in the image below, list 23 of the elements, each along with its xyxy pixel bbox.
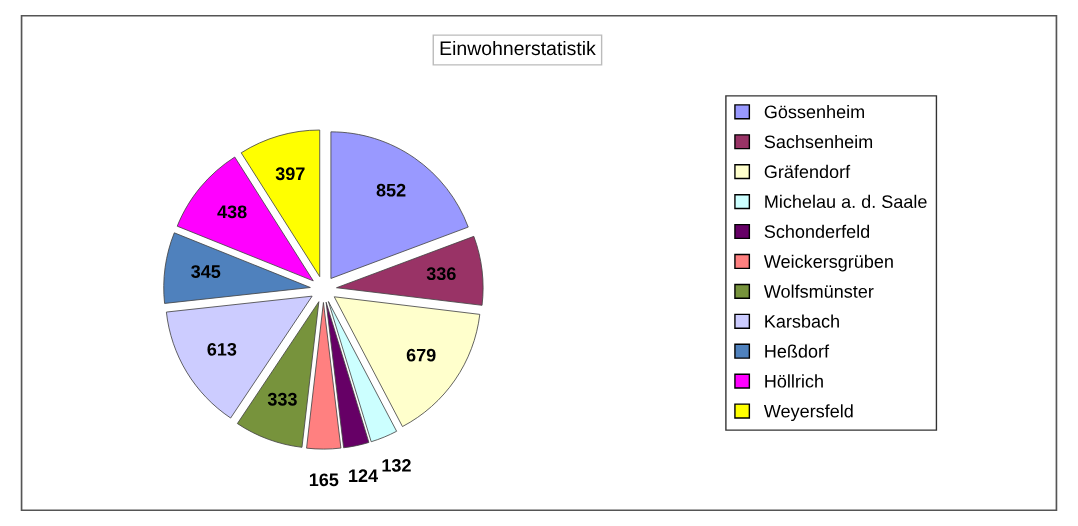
legend-label: Schonderfeld: [764, 224, 870, 238]
data-label: 132: [382, 458, 411, 472]
legend-label: Wolfsmünster: [763, 284, 874, 298]
data-label: 333: [267, 392, 297, 406]
data-label: 613: [207, 342, 237, 356]
chart-title: Einwohnerstatistik: [440, 40, 596, 56]
legend-label: Höllrich: [765, 374, 823, 388]
legend-label: Weickersgrüben: [763, 254, 893, 272]
data-label: 165: [309, 473, 339, 487]
legend-label: Karsbach: [765, 314, 839, 328]
legend-label: Gössenheim: [764, 105, 864, 119]
legend-label: Heßdorf: [765, 344, 830, 358]
data-label: 679: [406, 348, 436, 362]
legend-label: Michelau a. d. Saale: [765, 194, 927, 209]
legend-label: Gräfendorf: [764, 164, 851, 179]
data-label: 336: [426, 267, 456, 281]
data-label: 345: [191, 265, 221, 278]
data-label: 124: [349, 469, 378, 482]
legend-label: Sachsenheim: [764, 134, 873, 149]
data-label: 852: [376, 183, 406, 197]
data-label: 438: [217, 205, 247, 219]
data-label: 397: [275, 167, 305, 181]
legend-label: Weyersfeld: [763, 404, 853, 422]
